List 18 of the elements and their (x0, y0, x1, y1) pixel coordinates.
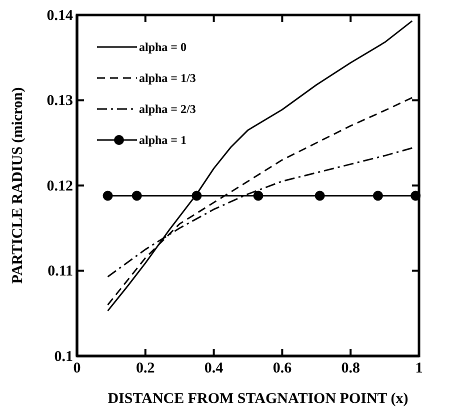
y-tick-label: 0.13 (46, 93, 73, 110)
y-tick-label: 0.11 (48, 264, 73, 280)
x-tick-label: 0.6 (272, 360, 292, 377)
y-tick-label: 0.14 (46, 8, 74, 24)
legend-label: alpha = 1/3 (139, 71, 196, 85)
x-tick-label: 0.8 (341, 360, 360, 377)
x-tick-label: 0 (73, 360, 81, 377)
x-tick-label: 0.4 (204, 360, 224, 377)
x-tick-label: 0.2 (136, 360, 155, 377)
legend-label: alpha = 1 (139, 133, 187, 147)
y-tick-label: 0.1 (54, 348, 73, 365)
y-tick-label: 0.12 (46, 178, 73, 194)
x-tick-label: 1 (415, 360, 423, 377)
legend-label: alpha = 2/3 (139, 102, 196, 116)
legend-label: alpha = 0 (139, 40, 187, 54)
y-axis-title: PARTICLE RADIUS (micron) (10, 87, 26, 284)
line-series (107, 20, 413, 312)
x-axis-title: DISTANCE FROM STAGNATION POINT (x) (108, 391, 408, 407)
